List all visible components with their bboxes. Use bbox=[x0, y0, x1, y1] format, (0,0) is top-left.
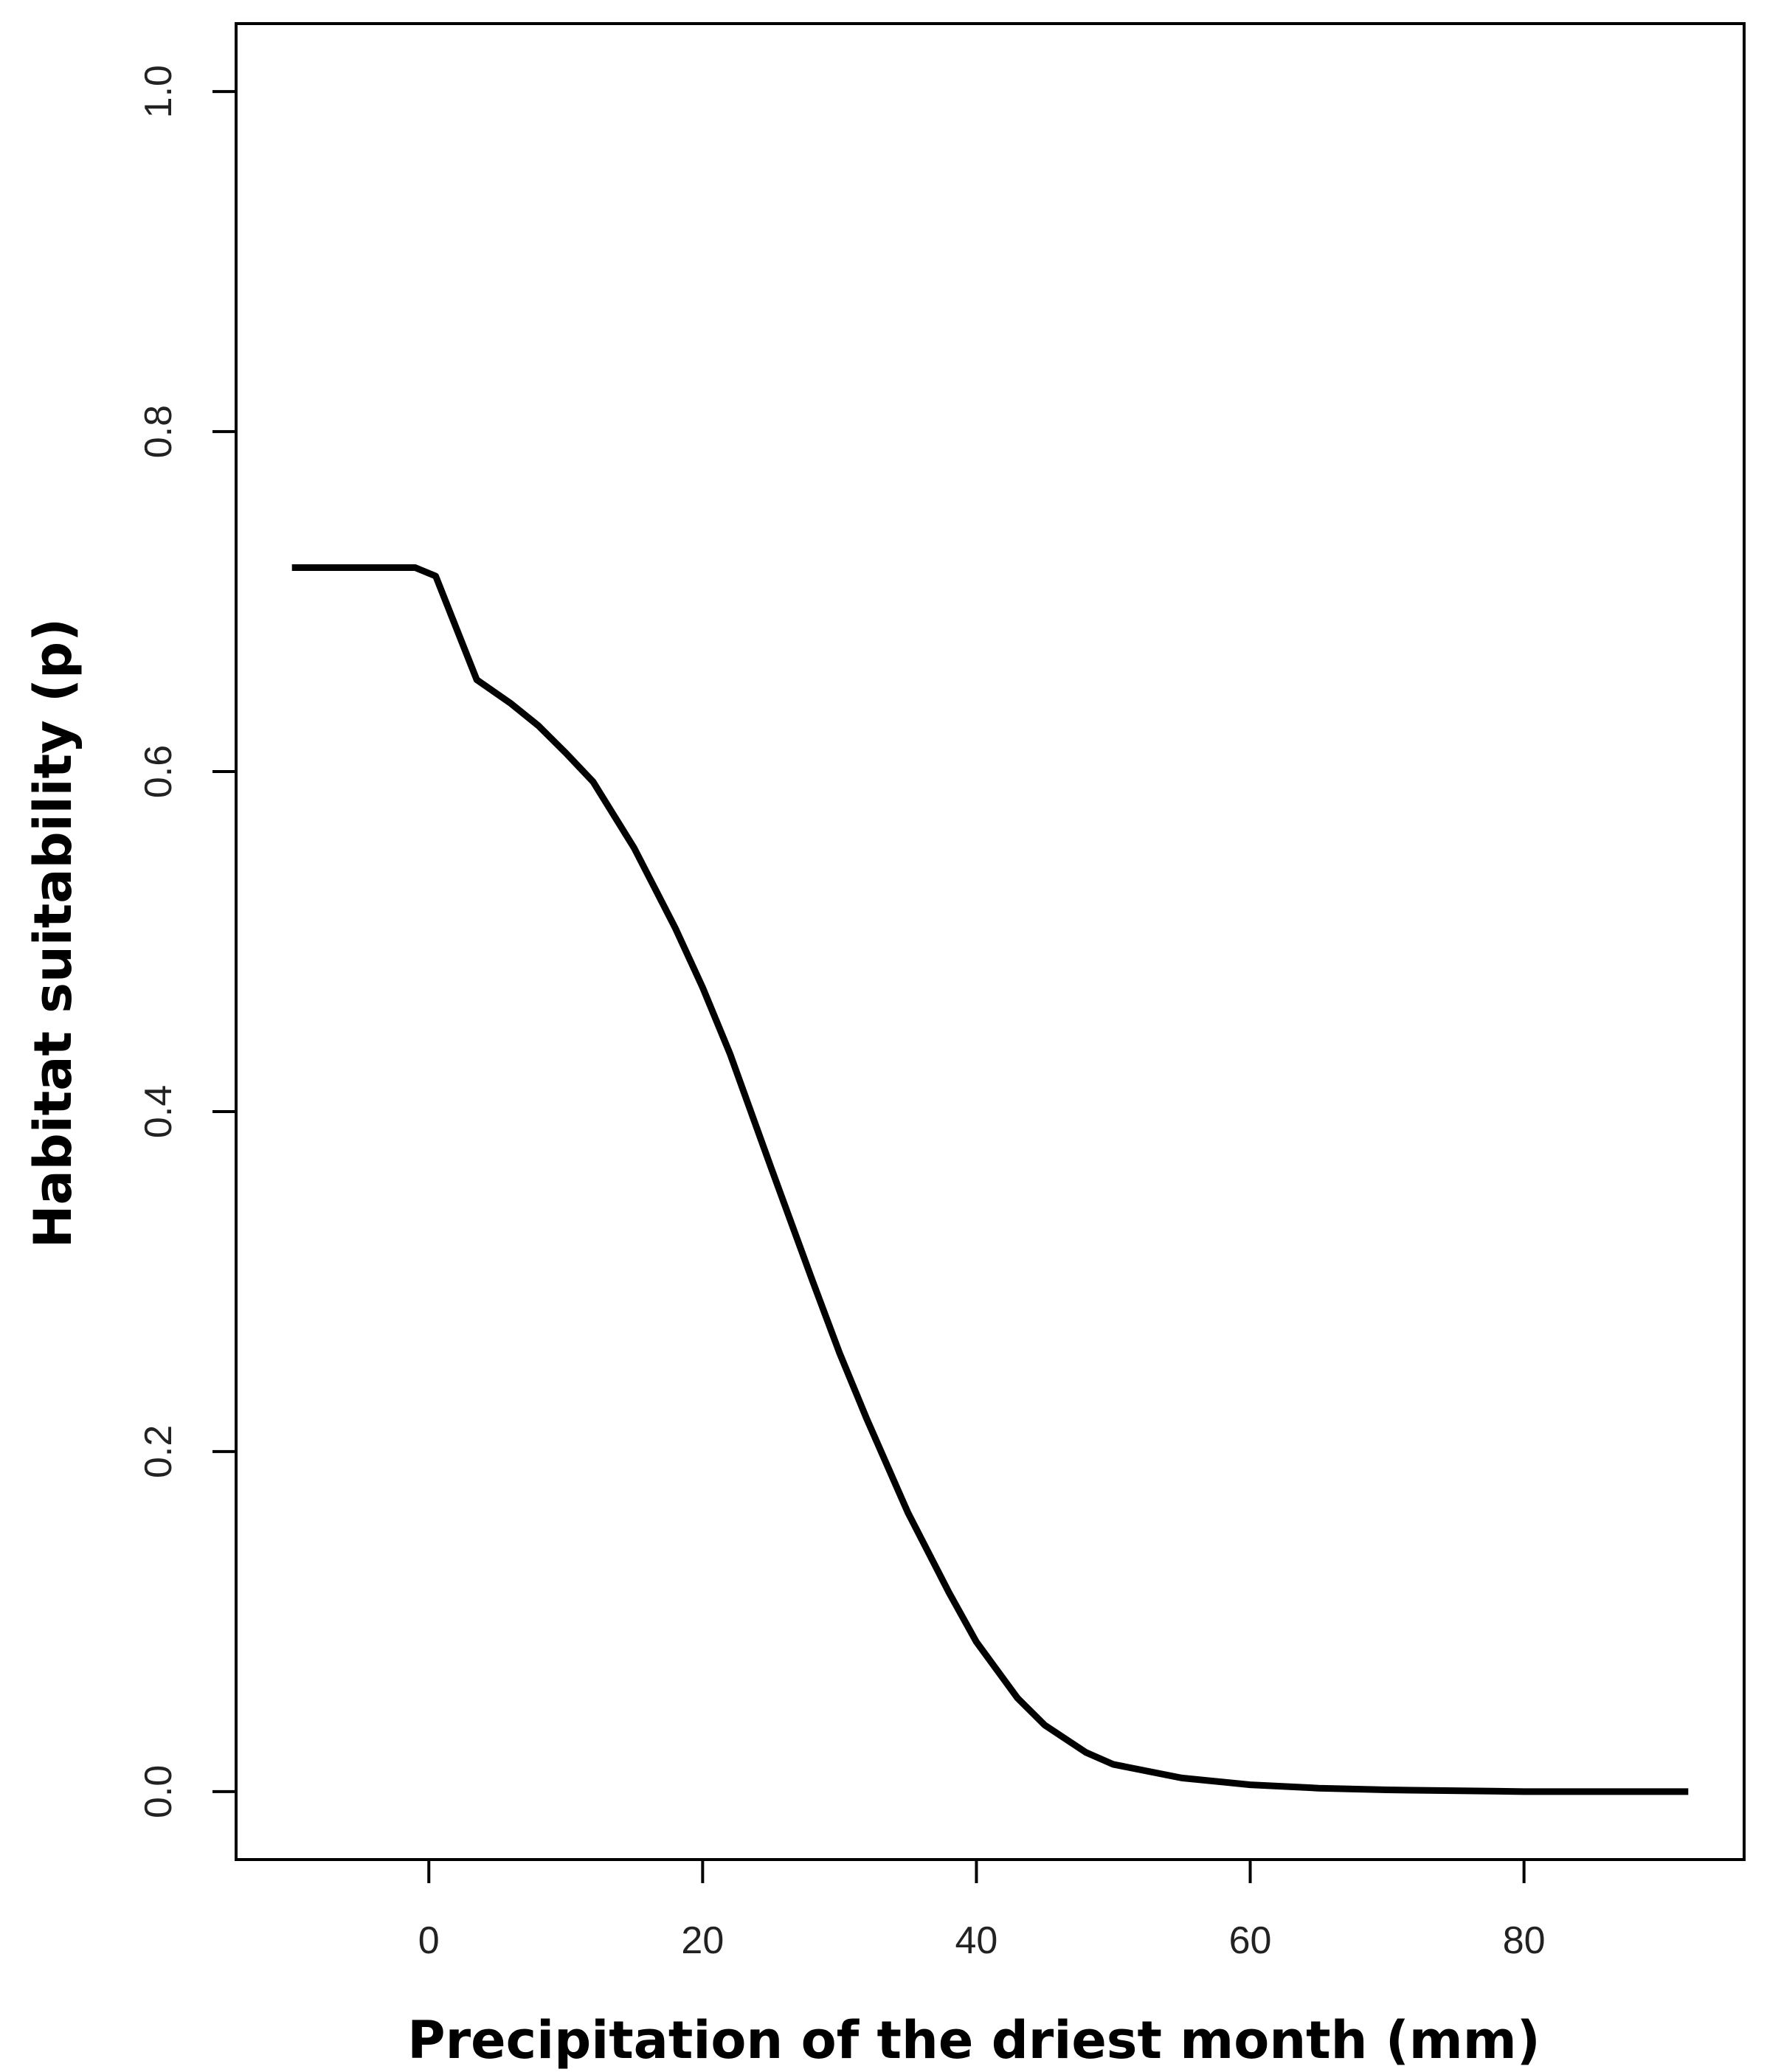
y-tick-label: 0.6 bbox=[137, 745, 180, 798]
y-axis-label: Habitat suitability (p) bbox=[23, 618, 83, 1248]
x-axis-label: Precipitation of the driest month (mm) bbox=[407, 2010, 1540, 2071]
x-tick-label: 60 bbox=[1229, 1919, 1272, 1962]
x-tick-label: 80 bbox=[1503, 1919, 1546, 1962]
y-tick-label: 1.0 bbox=[137, 65, 180, 118]
plot-frame bbox=[235, 22, 1746, 1861]
x-tick-label: 20 bbox=[681, 1919, 724, 1962]
y-tick-label: 0.0 bbox=[137, 1765, 180, 1818]
y-tick-label: 0.2 bbox=[137, 1425, 180, 1478]
y-tick-label: 0.8 bbox=[137, 405, 180, 458]
x-tick-label: 0 bbox=[418, 1919, 440, 1962]
line bbox=[291, 564, 1689, 1795]
x-tick-label: 40 bbox=[955, 1919, 998, 1962]
y-tick-label: 0.4 bbox=[137, 1085, 180, 1138]
